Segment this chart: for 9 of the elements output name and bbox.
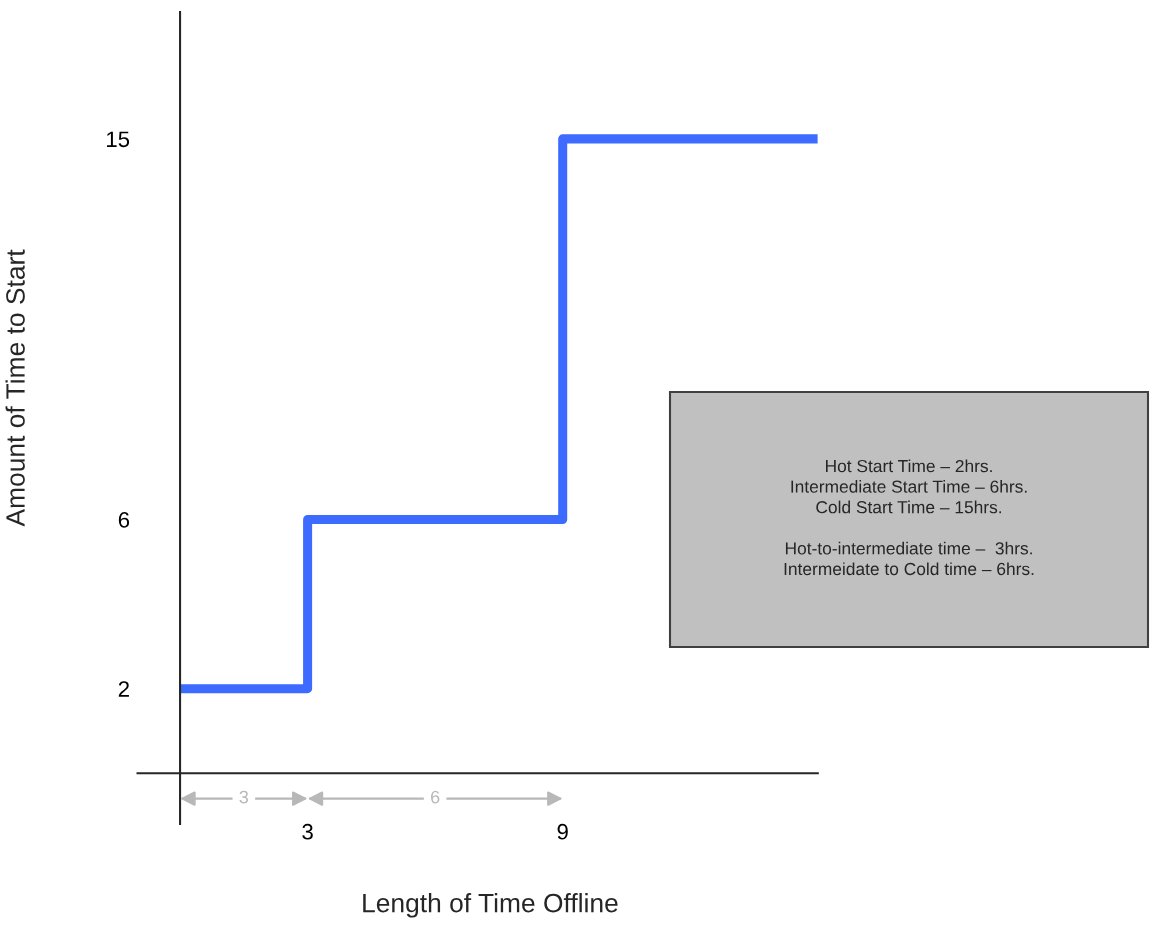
y-tick-label: 15 bbox=[107, 131, 130, 148]
annotation: 3 bbox=[239, 790, 249, 804]
x-axis-title: Length of Time Offline bbox=[363, 893, 618, 918]
x-tick-label: 9 bbox=[557, 823, 568, 840]
annotation: 6 bbox=[431, 790, 440, 804]
y-tick-label: 6 bbox=[118, 512, 130, 528]
y-tick-label: 2 bbox=[118, 681, 129, 697]
text: Hot Start Time – 2hrs. Intermediate Start Time – 6hrs. Cold Start Time – 15hrs. Hot-to-intermediate time – 3hrs. Intermeidate to Cold time – 6hrs. bbox=[784, 459, 1034, 576]
y-axis-title: Amount of Time to Start bbox=[5, 249, 25, 527]
